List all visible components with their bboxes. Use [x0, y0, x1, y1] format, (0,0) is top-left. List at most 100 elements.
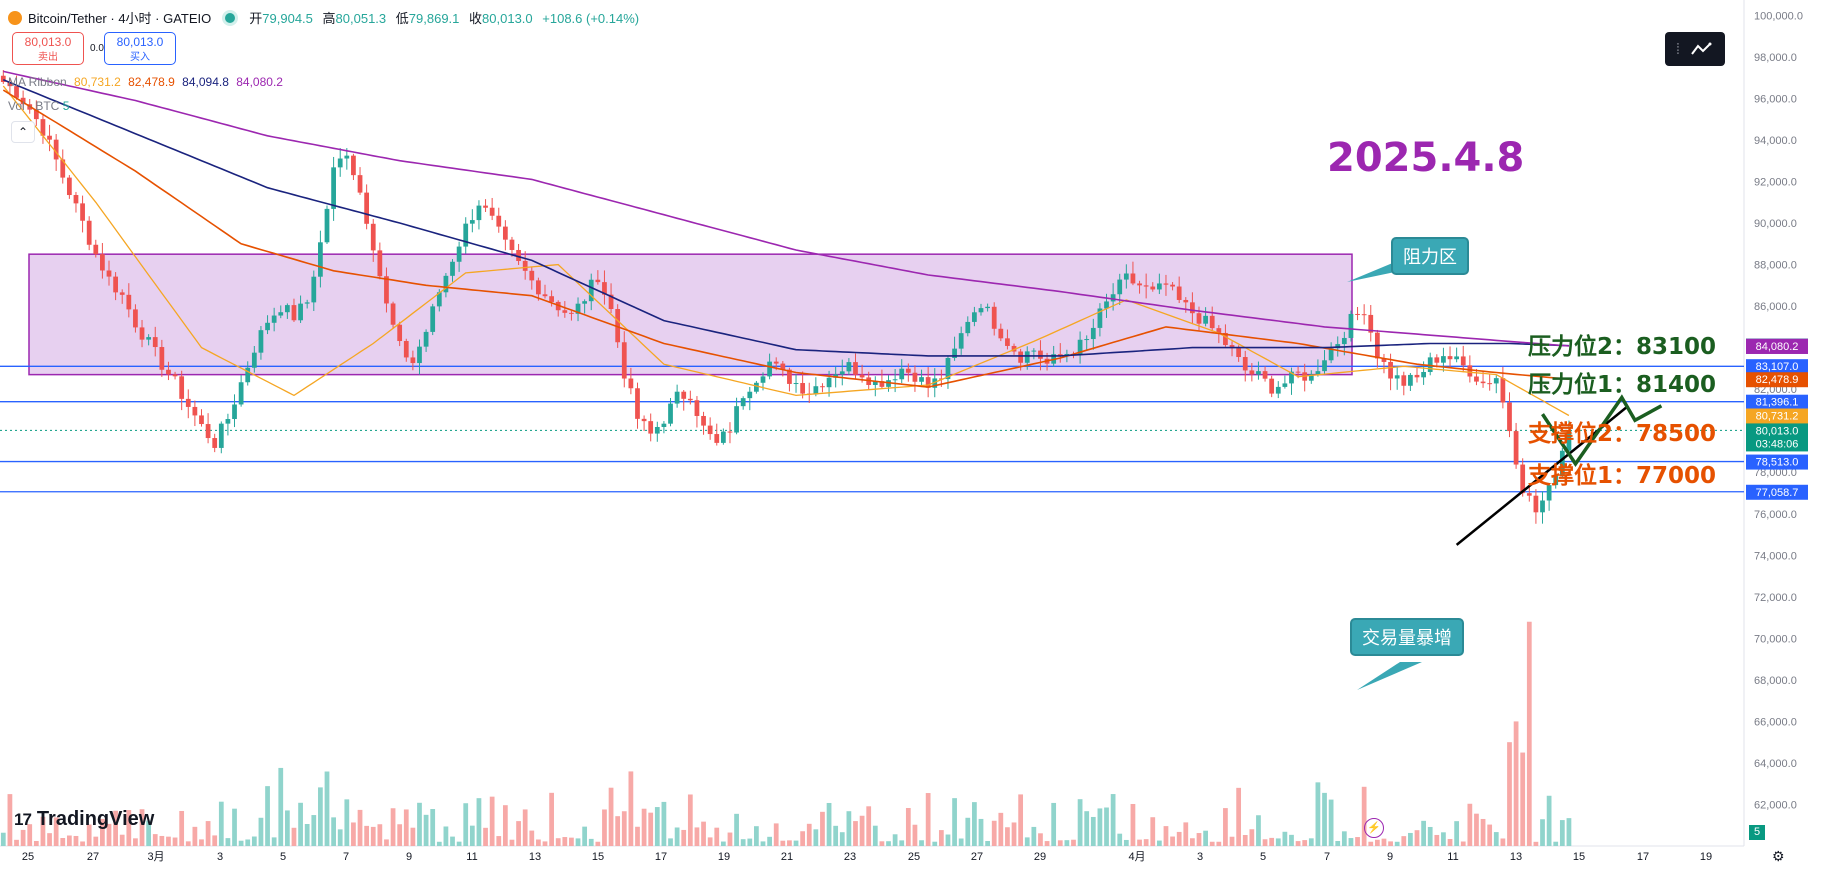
- chevron-up-icon[interactable]: ⌃: [11, 121, 35, 143]
- candle-body: [1441, 356, 1446, 363]
- ma-ribbon-legend[interactable]: MA Ribbon 80,731.2 82,478.9 84,094.8 84,…: [8, 75, 283, 89]
- x-tick-label: 5: [1260, 851, 1266, 863]
- candle-body: [476, 205, 482, 221]
- candle-body: [522, 260, 528, 271]
- volume-bar: [1104, 807, 1109, 846]
- candle-body: [66, 177, 72, 196]
- candle-body: [1355, 313, 1360, 315]
- volume-bar: [668, 838, 673, 846]
- volume-bar: [727, 832, 733, 846]
- candle-body: [800, 383, 806, 394]
- candle-body: [1335, 344, 1341, 349]
- candle-body: [265, 322, 270, 331]
- candle-body: [892, 379, 898, 381]
- volume-bar: [456, 841, 462, 846]
- volume-bar: [152, 834, 158, 846]
- candle-body: [839, 371, 845, 375]
- volume-bar: [740, 839, 746, 846]
- volume-legend[interactable]: Vol · BTC 5: [8, 99, 70, 113]
- x-tick-label: 13: [529, 851, 541, 863]
- chart-style-icon[interactable]: [1690, 41, 1714, 57]
- volume-bar: [714, 827, 720, 846]
- scale-badge[interactable]: 5: [1749, 825, 1765, 840]
- candle-body: [251, 352, 257, 368]
- volume-bar: [720, 841, 726, 846]
- candle-body: [1249, 370, 1255, 375]
- volume-bar: [245, 839, 251, 846]
- volume-bar: [251, 836, 257, 846]
- volume-bar: [1493, 832, 1499, 846]
- volume-bar: [1408, 832, 1413, 846]
- volume-bar: [694, 827, 700, 846]
- volume-bar: [410, 827, 416, 846]
- x-tick-label: 3: [1197, 851, 1203, 863]
- volume-bar: [417, 802, 422, 846]
- volume-bar: [965, 817, 971, 846]
- volume-bar: [304, 824, 310, 846]
- candle-body: [1553, 475, 1559, 486]
- volume-bar: [1190, 838, 1195, 846]
- candle-body: [740, 398, 746, 407]
- candle-body: [47, 135, 52, 140]
- volume-bar: [892, 834, 898, 846]
- candle-body: [588, 279, 594, 302]
- volume-bar: [185, 841, 191, 846]
- volume-bar: [1520, 752, 1526, 846]
- candle-body: [1388, 361, 1393, 379]
- support-level-1-label: 支撑位1：77000: [1528, 463, 1717, 489]
- drag-handle-icon[interactable]: ⁞: [1675, 40, 1681, 58]
- volume-bar: [1064, 840, 1070, 846]
- candle-body: [1018, 351, 1024, 363]
- ma-ribbon-line: [2, 79, 1569, 357]
- candle-body: [73, 195, 79, 204]
- volume-bar: [529, 830, 535, 846]
- volume-bar: [291, 827, 297, 846]
- buy-button[interactable]: 80,013.0 买入: [104, 32, 176, 65]
- symbol-title[interactable]: Bitcoin/Tether · 4小时 · GATEIO: [28, 11, 212, 26]
- x-tick-label: 27: [971, 851, 983, 863]
- volume-bar: [628, 771, 634, 846]
- candle-body: [1408, 374, 1413, 386]
- volume-bar: [172, 837, 178, 846]
- volume-bar: [1130, 803, 1136, 846]
- ma-ribbon-line: [3, 70, 1569, 347]
- candle-body: [337, 158, 343, 168]
- candle-body: [1474, 376, 1479, 382]
- volume-bar: [1434, 834, 1440, 846]
- price-tag-label: 80,013.0: [1756, 425, 1799, 437]
- candle-body: [166, 369, 171, 375]
- candle-body: [820, 386, 825, 388]
- volume-bar: [337, 829, 343, 846]
- chart-toolbar[interactable]: ⁞: [1665, 32, 1725, 66]
- volume-bar: [806, 823, 812, 846]
- volume-bar: [1051, 802, 1057, 846]
- volume-bar: [20, 829, 26, 846]
- gear-icon[interactable]: ⚙: [1772, 848, 1785, 864]
- ma-ribbon-line: [2, 85, 1570, 417]
- volume-bar: [707, 837, 713, 846]
- tradingview-logo[interactable]: 17 TradingView: [14, 808, 154, 831]
- volume-bar: [146, 820, 152, 846]
- volume-bar: [1249, 829, 1255, 846]
- volume-bar: [133, 838, 138, 846]
- candle-body: [496, 215, 502, 227]
- candle-body: [905, 368, 911, 373]
- candle-body: [536, 280, 541, 295]
- sell-button[interactable]: 80,013.0 卖出: [12, 32, 84, 65]
- volume-bar: [780, 840, 786, 846]
- candle-body: [172, 374, 178, 377]
- candle-body: [760, 376, 766, 383]
- candle-body: [661, 423, 667, 427]
- candle-body: [787, 369, 792, 384]
- bolt-icon[interactable]: ⚡: [1364, 818, 1384, 838]
- candle-body: [133, 309, 138, 328]
- volume-bar: [846, 811, 852, 846]
- tradingview-wordmark: TradingView: [36, 808, 155, 830]
- volume-bar: [60, 838, 66, 846]
- candle-body: [859, 374, 865, 378]
- volume-bar: [218, 801, 224, 846]
- volume-bar: [701, 821, 706, 846]
- candle-body: [575, 303, 581, 314]
